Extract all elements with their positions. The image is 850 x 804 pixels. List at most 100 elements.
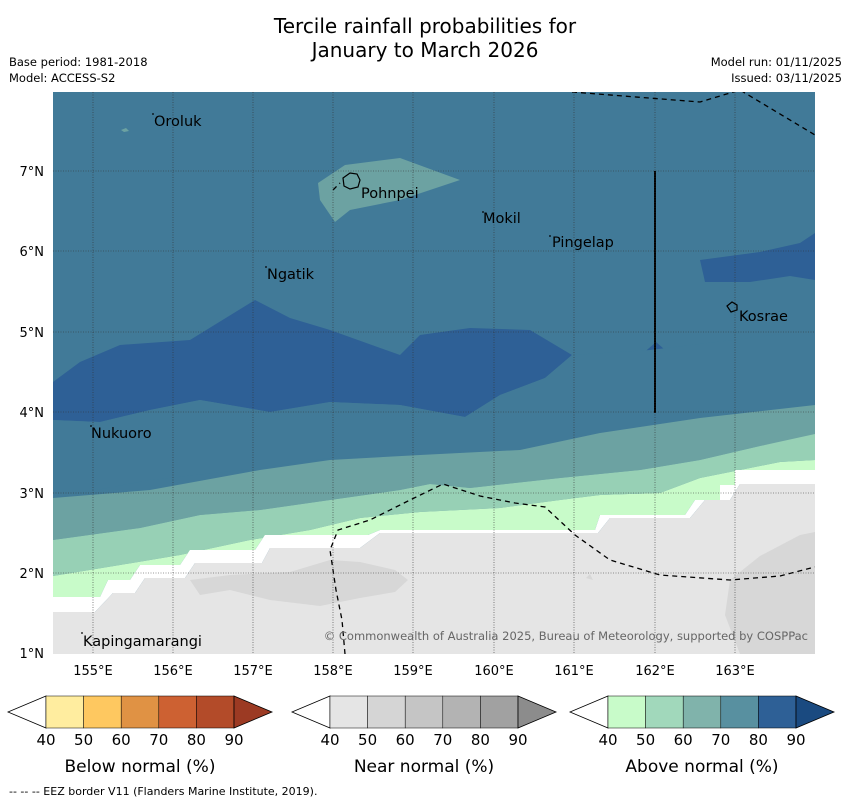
below-low-extend bbox=[6, 695, 47, 729]
above-70-region-south bbox=[53, 330, 815, 498]
map-area: Oroluk Pohnpei Mokil Pingelap Ngatik Kos… bbox=[53, 92, 815, 654]
label-oroluk: Oroluk bbox=[154, 114, 202, 130]
near-tick-70: 70 bbox=[433, 731, 452, 749]
island-dots bbox=[81, 113, 551, 634]
colorbar-below bbox=[6, 695, 274, 729]
below-tick-50: 50 bbox=[74, 731, 93, 749]
near-tick-90: 90 bbox=[508, 731, 527, 749]
near-bin-1 bbox=[329, 695, 368, 729]
below-bin-3 bbox=[120, 695, 160, 729]
lat-tick-1: 1°N bbox=[20, 647, 45, 662]
above-low-extend bbox=[568, 695, 609, 729]
eez-footnote: -- -- -- EEZ border V11 (Flanders Marine… bbox=[9, 785, 318, 798]
meta-right: Model run: 01/11/2025 Issued: 03/11/2025 bbox=[711, 54, 842, 86]
label-kapingamarangi: Kapingamarangi bbox=[83, 634, 202, 650]
lon-tick-158: 158°E bbox=[313, 664, 353, 679]
nukuoro-marker bbox=[90, 425, 92, 427]
lon-tick-155: 155°E bbox=[73, 664, 113, 679]
near-tick-40: 40 bbox=[320, 731, 339, 749]
above-tick-50: 50 bbox=[636, 731, 655, 749]
lon-tick-157: 157°E bbox=[233, 664, 273, 679]
below-tick-70: 70 bbox=[149, 731, 168, 749]
gridlines bbox=[53, 92, 815, 654]
near-bin-4 bbox=[442, 695, 481, 729]
white-gap-region bbox=[53, 470, 815, 612]
above-high-extend bbox=[795, 695, 836, 729]
below-tick-60: 60 bbox=[112, 731, 131, 749]
above-bin-2 bbox=[645, 695, 684, 729]
near-50-region-east bbox=[725, 532, 815, 654]
near-bin-3 bbox=[404, 695, 444, 729]
below-tick-80: 80 bbox=[187, 731, 206, 749]
near-bin-5 bbox=[480, 695, 519, 729]
below-tick-90: 90 bbox=[224, 731, 243, 749]
pohnpei-island-outline bbox=[342, 172, 361, 190]
near-normal-label: Near normal (%) bbox=[354, 757, 494, 777]
below-high-extend bbox=[233, 695, 274, 729]
near-tick-60: 60 bbox=[396, 731, 415, 749]
colorbar-near bbox=[290, 695, 558, 729]
lon-tick-159: 159°E bbox=[393, 664, 433, 679]
eez-border bbox=[329, 92, 815, 654]
above-normal-label: Above normal (%) bbox=[625, 757, 778, 777]
near-bin-2 bbox=[367, 695, 406, 729]
lon-tick-163: 163°E bbox=[715, 664, 755, 679]
above-60-region bbox=[53, 405, 815, 540]
oroluk-marker bbox=[152, 113, 154, 115]
model-run: Model run: 01/11/2025 bbox=[710, 55, 842, 69]
above-40-region bbox=[53, 460, 815, 597]
above-bin-3 bbox=[682, 695, 722, 729]
colorbar-above bbox=[568, 695, 836, 729]
label-nukuoro: Nukuoro bbox=[91, 426, 152, 442]
label-mokil: Mokil bbox=[483, 211, 521, 227]
kosrae-island-outline bbox=[726, 301, 738, 313]
above-bin-1 bbox=[607, 695, 646, 729]
lat-tick-3: 3°N bbox=[20, 487, 45, 502]
mokil-marker bbox=[482, 211, 484, 213]
model-name: Model: ACCESS-S2 bbox=[9, 71, 116, 85]
above-tick-90: 90 bbox=[786, 731, 805, 749]
below-bin-4 bbox=[158, 695, 197, 729]
lat-tick-4: 4°N bbox=[20, 406, 45, 421]
kapingamarangi-marker bbox=[81, 632, 83, 634]
pingelap-marker bbox=[549, 235, 551, 237]
below-bin-5 bbox=[196, 695, 235, 729]
above-80-region bbox=[53, 300, 572, 422]
above-bin-4 bbox=[720, 695, 759, 729]
label-pingelap: Pingelap bbox=[552, 235, 614, 251]
meta-left: Base period: 1981-2018 Model: ACCESS-S2 bbox=[9, 54, 148, 86]
base-period: Base period: 1981-2018 bbox=[9, 55, 148, 69]
ngatik-marker bbox=[265, 266, 267, 268]
above-80-region-east bbox=[700, 233, 815, 282]
lon-tick-156: 156°E bbox=[153, 664, 193, 679]
label-ngatik: Ngatik bbox=[267, 267, 315, 283]
below-bin-1 bbox=[45, 695, 84, 729]
near-40-region bbox=[53, 484, 815, 654]
above-tick-60: 60 bbox=[674, 731, 693, 749]
lat-tick-2: 2°N bbox=[20, 567, 45, 582]
title-line-2: January to March 2026 bbox=[311, 38, 539, 62]
issued-date: Issued: 03/11/2025 bbox=[731, 71, 842, 85]
near-high-extend bbox=[517, 695, 558, 729]
title-line-1: Tercile rainfall probabilities for bbox=[273, 14, 577, 38]
below-normal-label: Below normal (%) bbox=[65, 757, 216, 777]
near-tick-50: 50 bbox=[358, 731, 377, 749]
lon-tick-161: 161°E bbox=[554, 664, 594, 679]
near-50-region bbox=[190, 560, 408, 606]
lon-tick-160: 160°E bbox=[474, 664, 514, 679]
below-bin-2 bbox=[83, 695, 122, 729]
lat-tick-6: 6°N bbox=[20, 245, 45, 260]
near-tick-80: 80 bbox=[471, 731, 490, 749]
above-bin-5 bbox=[758, 695, 797, 729]
above-50-region bbox=[53, 434, 815, 576]
near-low-extend bbox=[290, 695, 331, 729]
label-pohnpei: Pohnpei bbox=[361, 186, 419, 202]
above-60-speck bbox=[121, 128, 129, 132]
copyright-notice: © Commonwealth of Australia 2025, Bureau… bbox=[324, 629, 808, 643]
lon-tick-162: 162°E bbox=[635, 664, 675, 679]
above-tick-80: 80 bbox=[749, 731, 768, 749]
lat-tick-5: 5°N bbox=[20, 326, 45, 341]
above-tick-70: 70 bbox=[711, 731, 730, 749]
below-tick-40: 40 bbox=[36, 731, 55, 749]
